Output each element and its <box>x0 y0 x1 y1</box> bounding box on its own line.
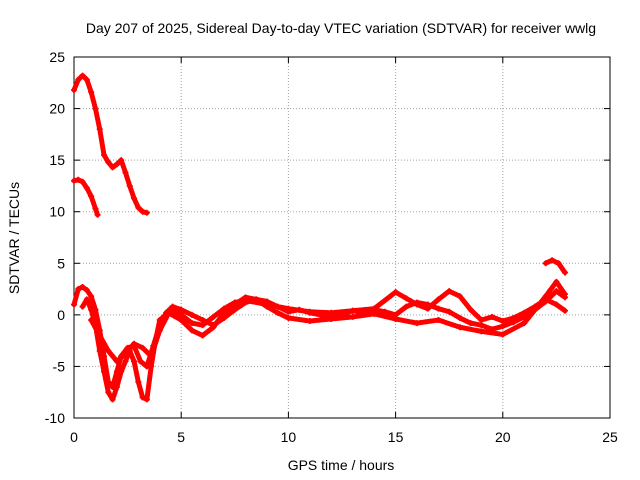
series-segment <box>457 324 484 334</box>
series-segment <box>553 288 568 300</box>
x-tick-label: 25 <box>602 429 618 445</box>
y-tick-label: 0 <box>57 307 65 323</box>
series-segment <box>131 343 143 364</box>
series-segment <box>307 316 334 324</box>
series-segment <box>148 327 163 359</box>
series-segment <box>285 315 313 324</box>
x-tick-label: 20 <box>495 429 511 445</box>
y-tick-label: 15 <box>49 152 65 168</box>
series-segment <box>543 279 559 299</box>
series-segment <box>414 317 441 326</box>
y-tick-label: -10 <box>45 410 65 426</box>
series-segment <box>556 260 568 276</box>
series-segment <box>131 358 141 385</box>
series-segment <box>328 314 356 322</box>
y-tick-label: 25 <box>49 49 65 65</box>
series-segment <box>457 293 474 313</box>
x-tick-label: 10 <box>281 429 297 445</box>
y-tick-label: -5 <box>53 358 66 374</box>
series-segment <box>435 317 463 330</box>
y-axis: -10 -5 0 5 10 15 20 25 <box>45 49 610 426</box>
series-segment <box>88 317 103 338</box>
data-point <box>561 291 568 298</box>
y-tick-label: 10 <box>49 204 65 220</box>
data-markers <box>71 72 568 403</box>
series-segment <box>144 363 154 402</box>
data-point <box>561 307 568 314</box>
x-tick-label: 5 <box>177 429 185 445</box>
series-segment <box>328 308 356 316</box>
series-segment <box>371 289 399 312</box>
series-segment <box>371 311 399 322</box>
series-segment <box>393 316 420 326</box>
series-segment <box>243 297 270 308</box>
series-segment <box>97 126 107 158</box>
x-tick-label: 15 <box>388 429 404 445</box>
series-segment <box>157 307 173 333</box>
y-axis-label: SDTVAR / TECUs <box>6 182 22 294</box>
series-segment <box>553 302 568 314</box>
series-segment <box>92 106 103 132</box>
data-point <box>561 269 568 276</box>
series-segment <box>92 307 103 333</box>
series-segment <box>97 332 111 354</box>
data-point <box>143 209 150 216</box>
x-axis-label: GPS time / hours <box>288 457 395 473</box>
series-segment <box>478 328 506 337</box>
series-segment <box>521 307 538 326</box>
series-segment <box>553 279 568 297</box>
series-segment <box>350 311 377 320</box>
series-segment <box>210 310 227 330</box>
y-tick-label: 20 <box>49 101 65 117</box>
y-tick-label: 5 <box>57 255 65 271</box>
series-segment <box>500 320 527 337</box>
series-segment <box>101 369 111 395</box>
data-point <box>94 211 101 218</box>
series-segment <box>307 309 334 316</box>
x-axis: 0 5 10 15 20 25 <box>70 57 618 445</box>
plot-frame <box>73 56 611 419</box>
chart-title: Day 207 of 2025, Sidereal Day-to-day VTE… <box>86 20 596 36</box>
series-segment <box>285 306 313 315</box>
x-tick-label: 0 <box>70 429 78 445</box>
series-segment <box>350 306 377 314</box>
grid-lines <box>74 57 610 418</box>
series-segment <box>97 348 107 375</box>
series-segment <box>264 302 291 312</box>
